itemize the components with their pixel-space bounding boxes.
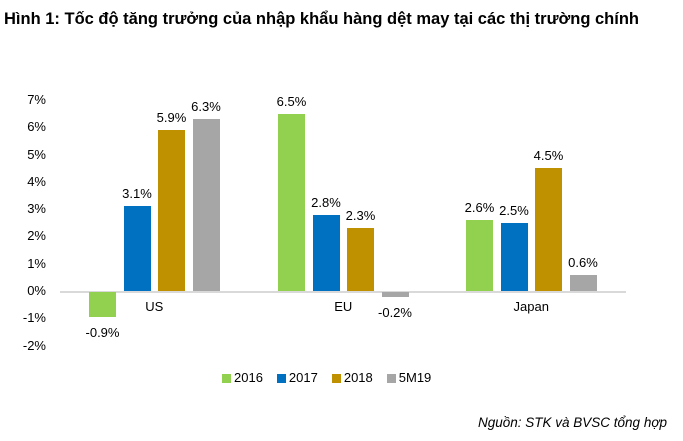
- data-label: 2.3%: [345, 208, 376, 224]
- bar-eu-2018: [347, 228, 374, 291]
- bar-us-2017: [123, 206, 151, 291]
- data-label: -0.9%: [85, 324, 120, 340]
- bar-us-5m19: [192, 119, 220, 291]
- legend-swatch-icon: [331, 373, 341, 383]
- y-tick-label: 0%: [27, 283, 46, 298]
- y-tick-label: 3%: [27, 201, 46, 217]
- category-label-japan: Japan: [513, 299, 549, 314]
- legend-swatch-icon: [276, 373, 286, 383]
- bar-japan-5m19: [569, 274, 597, 291]
- bar-us-2016: [89, 292, 116, 317]
- legend-item-5m19: 5M19: [386, 370, 432, 385]
- data-label: 2.6%: [464, 200, 495, 216]
- source-note: Nguồn: STK và BVSC tổng hợp: [477, 415, 667, 430]
- y-tick-label: 6%: [27, 119, 46, 135]
- data-label: 6.3%: [191, 99, 221, 114]
- legend-item-2016: 2016: [222, 371, 263, 385]
- x-axis-line: [60, 291, 626, 293]
- y-tick-label: -2%: [22, 337, 46, 353]
- y-tick-label: -1%: [22, 310, 46, 326]
- legend-swatch-icon: [386, 373, 396, 383]
- data-label: 2.8%: [311, 194, 341, 210]
- data-label: -0.2%: [378, 305, 412, 321]
- legend-label: 2017: [288, 370, 318, 385]
- data-label: 4.5%: [533, 148, 564, 164]
- legend-label: 2016: [234, 370, 263, 385]
- y-tick-label: 4%: [27, 173, 46, 189]
- category-label-us: US: [145, 299, 164, 314]
- data-label: 0.6%: [568, 254, 598, 270]
- y-tick-label: 7%: [27, 91, 46, 107]
- chart-title: Hình 1: Tốc độ tăng trưởng của nhập khẩu…: [4, 10, 639, 28]
- bar-us-2018: [158, 129, 185, 291]
- data-label: 5.9%: [156, 109, 187, 125]
- legend-swatch-icon: [222, 373, 231, 383]
- data-label: 2.5%: [499, 202, 529, 218]
- bar-eu-5m19: [381, 292, 409, 298]
- legend-item-2017: 2017: [276, 370, 318, 385]
- legend-item-2018: 2018: [331, 370, 373, 385]
- category-label-eu: EU: [334, 299, 353, 314]
- y-tick-label: 1%: [27, 255, 46, 271]
- data-label: 3.1%: [122, 186, 152, 202]
- bar-japan-2018: [535, 168, 562, 291]
- y-tick-label: 5%: [27, 146, 46, 162]
- bar-japan-2016: [466, 220, 493, 291]
- legend: 2016 2017 2018 5M19: [222, 371, 445, 385]
- legend-label: 5M19: [398, 370, 432, 385]
- bar-eu-2017: [312, 214, 340, 291]
- legend-label: 2018: [343, 370, 373, 385]
- bar-japan-2017: [500, 222, 528, 291]
- data-label: 6.5%: [276, 93, 307, 109]
- bar-eu-2016: [278, 113, 305, 291]
- y-tick-label: 2%: [27, 228, 46, 244]
